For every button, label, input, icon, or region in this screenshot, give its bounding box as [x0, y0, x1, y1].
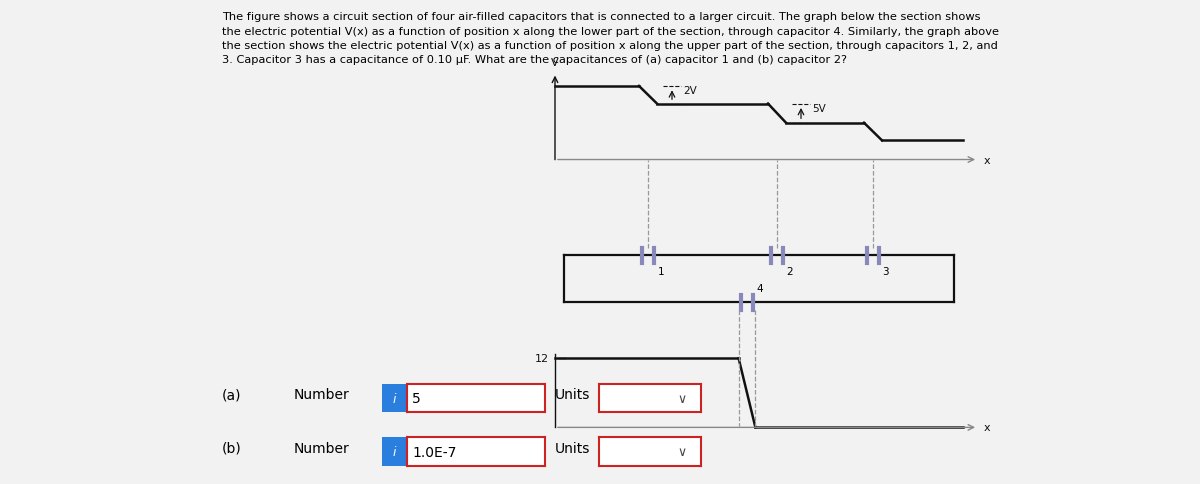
Text: Units: Units [554, 388, 589, 401]
Text: x: x [984, 155, 991, 165]
Text: The figure shows a circuit section of four air-filled capacitors that is connect: The figure shows a circuit section of fo… [222, 12, 998, 65]
Text: 3: 3 [882, 266, 889, 276]
Text: (a): (a) [222, 388, 241, 401]
Text: 2V: 2V [683, 86, 696, 96]
Text: 2: 2 [787, 266, 793, 276]
Text: V (V): V (V) [508, 380, 518, 406]
Text: 5: 5 [413, 392, 421, 405]
Text: (b): (b) [222, 441, 241, 454]
Text: Units: Units [554, 441, 589, 454]
Text: 1.0E-7: 1.0E-7 [413, 445, 457, 458]
Text: x: x [984, 423, 991, 433]
Text: i: i [392, 445, 396, 458]
Text: 5V: 5V [811, 104, 826, 114]
Text: 12: 12 [535, 353, 550, 363]
Text: 4: 4 [756, 284, 763, 293]
Text: Number: Number [294, 441, 349, 454]
Text: Number: Number [294, 388, 349, 401]
Text: ∨: ∨ [678, 445, 688, 458]
Text: ∨: ∨ [678, 392, 688, 405]
Text: V: V [551, 58, 559, 68]
Text: i: i [392, 392, 396, 405]
Text: 1: 1 [658, 266, 665, 276]
